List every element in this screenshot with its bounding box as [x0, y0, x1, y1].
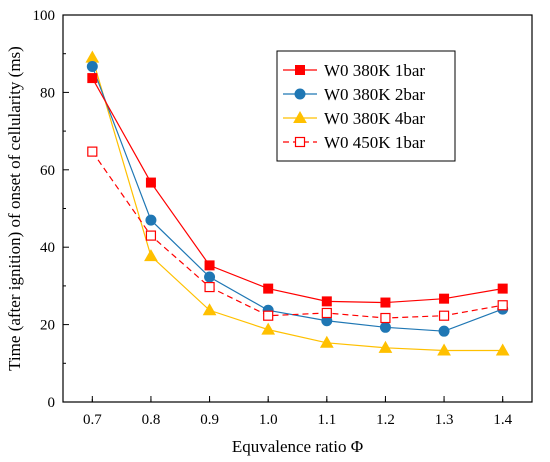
data-point [319, 335, 334, 348]
legend-marker [293, 110, 307, 123]
data-point [261, 322, 276, 335]
data-point [86, 60, 98, 72]
legend-label: W0 380K 1bar [324, 61, 425, 80]
y-tick-label: 80 [40, 85, 55, 101]
data-point [380, 297, 391, 308]
series-line [91, 66, 503, 332]
x-tick-label: 1.0 [259, 412, 278, 428]
y-tick-label: 60 [40, 163, 55, 179]
series-1 [87, 73, 508, 308]
data-point [263, 310, 274, 321]
legend-marker [295, 65, 305, 75]
legend-box [276, 50, 456, 162]
legend-item: W0 380K 1bar [283, 61, 425, 80]
data-point [145, 214, 157, 226]
data-point [437, 343, 451, 356]
x-axis-label: Equvalence ratio Φ [232, 437, 363, 456]
series-line [91, 57, 503, 352]
data-point [497, 283, 508, 294]
legend: W0 380K 1bar W0 380K 2bar W0 380K 4bar W0 4… [276, 50, 456, 162]
plot-area-frame [62, 14, 533, 403]
series-3 [85, 50, 510, 356]
data-point [204, 271, 216, 283]
data-point [204, 260, 215, 271]
data-point [321, 307, 332, 319]
data-point [321, 296, 332, 307]
data-point [87, 73, 98, 84]
series-line [91, 151, 503, 319]
data-point [439, 293, 450, 304]
data-point [380, 312, 391, 324]
series-4 [87, 146, 508, 324]
y-tick-label: 0 [48, 395, 56, 411]
legend-label: W0 380K 2bar [324, 85, 425, 104]
data-point [263, 283, 274, 294]
data-point [438, 310, 450, 321]
y-tick-label: 40 [40, 240, 55, 256]
legend-marker [294, 136, 306, 148]
y-tick-label: 20 [40, 318, 55, 334]
data-point [495, 343, 510, 356]
data-point [145, 230, 157, 241]
data-point [85, 50, 100, 63]
y-axis-label: Time (after ignition) of onset of cellul… [5, 46, 24, 371]
data-point [204, 281, 215, 293]
legend-label: W0 380K 4bar [324, 109, 425, 128]
x-tick-label: 0.9 [200, 412, 219, 428]
legend-item: W0 380K 4bar [283, 109, 425, 128]
legend-entries: W0 380K 1bar W0 380K 2bar W0 380K 4bar W0 4… [283, 61, 425, 152]
y-tick-label: 100 [33, 8, 56, 24]
data-point [144, 249, 158, 262]
axis-ticks: 0.7 0.8 0.9 1.0 1.1 1.2 1.3 1.4 0 20 40 60 80 100 [33, 8, 513, 428]
x-tick-label: 1.3 [435, 412, 454, 428]
legend-item: W0 380K 2bar [283, 85, 425, 104]
legend-item: W0 450K 1bar [283, 133, 425, 152]
series-layer [85, 50, 510, 356]
data-point [87, 146, 98, 157]
data-point [202, 303, 217, 316]
data-point [145, 177, 156, 188]
legend-marker [294, 88, 306, 100]
x-tick-label: 1.4 [493, 412, 512, 428]
data-point [497, 300, 508, 311]
x-tick-label: 1.1 [317, 412, 336, 428]
x-tick-label: 1.2 [376, 412, 395, 428]
x-tick-label: 0.7 [83, 412, 102, 428]
data-point [378, 340, 393, 353]
legend-label: W0 450K 1bar [324, 133, 425, 152]
x-tick-label: 0.8 [142, 412, 161, 428]
data-point [438, 325, 450, 337]
data-point [379, 321, 391, 333]
series-line [91, 77, 503, 304]
